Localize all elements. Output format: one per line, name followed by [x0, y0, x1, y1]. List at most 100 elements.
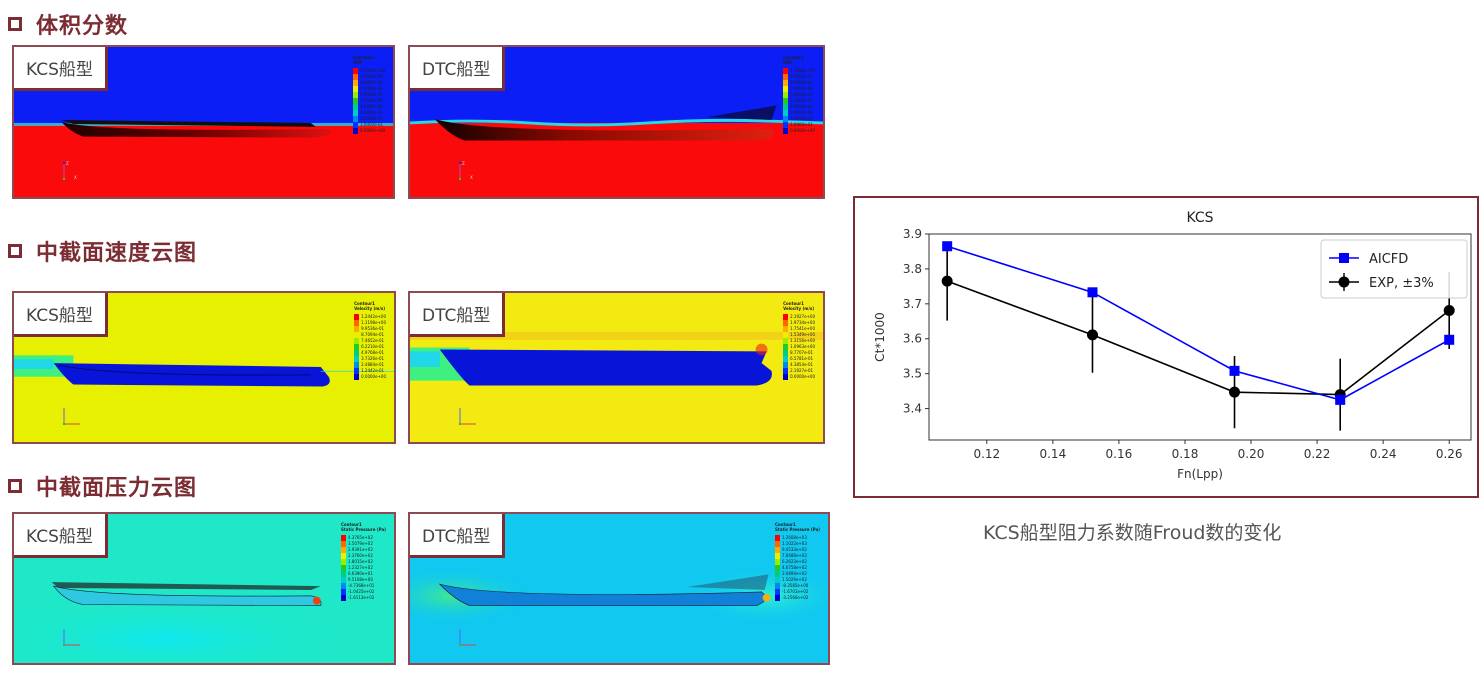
legend-tick: 2.9391e+02	[347, 547, 373, 552]
legend-tick: 8.7707e-01	[790, 350, 814, 355]
data-point-square	[942, 241, 953, 252]
legend-tick: 1.5349e+00	[790, 332, 815, 337]
legend-tick: 1.0000e+00	[360, 68, 385, 73]
legend-variable: VOF	[353, 60, 363, 65]
coordinate-axes-icon	[459, 629, 476, 646]
x-tick-label: 0.24	[1370, 447, 1397, 461]
legend-variable: VOF	[783, 60, 793, 65]
legend-tick: -1.6701e+02	[781, 589, 809, 594]
panel-label: DTC船型	[410, 293, 506, 337]
legend-title: Contour1	[783, 301, 804, 306]
y-axis-label: Ct*1000	[873, 312, 887, 362]
chart-legend	[1320, 239, 1468, 299]
data-point-square	[1087, 287, 1098, 298]
coordinate-axes-icon: ZX	[459, 161, 473, 180]
legend-variable: Static Pressure (Pa)	[774, 527, 820, 532]
data-point-circle	[1443, 304, 1455, 316]
color-legend: Contour1 Velocity (m/s) 1.2442e+00 1.119…	[354, 301, 386, 380]
legend-tick: 1.9734e+00	[790, 320, 815, 325]
legend-tick: 2.1927e+00	[790, 314, 815, 319]
legend-tick: 7.4652e-01	[361, 338, 385, 343]
legend-tick: 3.5079e+02	[347, 541, 373, 546]
legend-tick: -8.3585e+00	[781, 583, 809, 588]
legend-tick: 8.0000e-01	[790, 80, 814, 85]
x-axis-label: Fn(Lpp)	[1177, 467, 1223, 481]
legend-tick: 2.1927e-01	[790, 368, 814, 373]
color-legend: Contour1 Static Pressure (Pa) 4.3765e+02…	[340, 522, 386, 601]
plot-area	[928, 233, 1472, 441]
section-title-vof: 体积分数	[8, 8, 128, 40]
color-legend: Contour1 Velocity (m/s) 2.1927e+00 1.973…	[783, 301, 815, 380]
square-bullet-icon	[8, 479, 22, 493]
legend-tick: 0.0000e+00	[360, 128, 385, 133]
legend-tick: 7.8488e+02	[781, 553, 807, 558]
data-point-circle	[941, 275, 953, 287]
chart-caption: KCS船型阻力系数随Froud数的变化	[983, 522, 1282, 544]
velocity-kcs-field	[14, 355, 394, 387]
legend-tick: 1.2327e+02	[347, 565, 373, 570]
data-point-circle	[1086, 329, 1098, 341]
legend-tick: 1.1198e+00	[361, 320, 386, 325]
legend-tick: 7.0000e-01	[790, 86, 814, 91]
legend-tick: 6.2623e+02	[781, 559, 807, 564]
color-legend: Contour1 Static Pressure (Pa) 1.2608e+03…	[774, 522, 820, 601]
section-title-text: 体积分数	[36, 14, 129, 39]
legend-ticks: 2.1927e+00 1.9734e+00 1.7541e+00 1.5349e…	[790, 314, 815, 380]
legend-colorbar	[783, 314, 789, 380]
coordinate-axes-icon	[63, 408, 80, 425]
legend-tick: 5.0000e-01	[360, 98, 384, 103]
legend-tick: 2.0000e-01	[360, 116, 384, 121]
legend-label: AICFD	[1369, 252, 1408, 267]
legend-colorbar	[774, 535, 780, 601]
legend-title: Contour1	[340, 522, 362, 527]
svg-text:Z: Z	[462, 161, 465, 166]
legend-tick: 5.0000e-01	[790, 98, 814, 103]
legend-tick: 0.0000e+00	[361, 374, 386, 379]
panel-label: KCS船型	[14, 514, 108, 558]
legend-tick: -1.0425e+02	[347, 589, 375, 594]
legend-variable: Static Pressure (Pa)	[340, 527, 386, 532]
y-tick-label: 3.6	[903, 332, 922, 346]
legend-variable: Velocity (m/s)	[354, 306, 386, 311]
legend-tick: 1.2442e+00	[361, 314, 386, 319]
legend-variable: Velocity (m/s)	[783, 306, 815, 311]
legend-tick: 1.2608e+03	[781, 535, 807, 540]
legend-tick: 1.0000e-01	[360, 122, 384, 127]
x-tick-label: 0.16	[1106, 447, 1133, 461]
chart-frame: KCS 0.12 0.14 0.16 0.18 0.20 0.22 0.24 0.26 3.4 3.…	[853, 196, 1479, 498]
velocity-dtc-field	[410, 331, 823, 386]
legend-tick: 1.2442e-01	[361, 368, 385, 373]
legend-tick: 1.8015e+02	[347, 559, 373, 564]
legend-tick: 9.0000e-01	[360, 74, 384, 79]
square-bullet-icon	[8, 244, 22, 258]
legend-tick: 7.0000e-01	[360, 86, 384, 91]
legend-tick: 3.7326e-01	[361, 356, 385, 361]
legend-tick: 3.0000e-01	[790, 110, 814, 115]
legend-title: Contour1	[783, 55, 804, 60]
legend-tick: 8.7094e-01	[361, 332, 385, 337]
legend-tick: 4.0000e-01	[790, 104, 814, 109]
legend-tick: -3.2566e+02	[781, 595, 809, 600]
section-title-velocity: 中截面速度云图	[8, 235, 197, 267]
legend-tick: 9.9536e-01	[361, 326, 385, 331]
chart-title: KCS	[1186, 210, 1213, 226]
panel-velocity-dtc: DTC船型 Contour1 Velocity (m/s) 2.1927e+00…	[408, 291, 825, 444]
legend-tick: 3.0894e+02	[781, 571, 807, 576]
legend-colorbar	[783, 68, 789, 134]
legend-tick: 1.5029e+02	[781, 577, 807, 582]
coordinate-axes-icon	[459, 408, 476, 425]
x-tick-label: 0.20	[1238, 447, 1265, 461]
legend-colorbar	[353, 68, 359, 134]
y-tick-label: 3.7	[903, 297, 922, 311]
x-tick-label: 0.22	[1304, 447, 1331, 461]
legend-colorbar	[340, 535, 346, 601]
legend-tick: 1.0963e+00	[790, 344, 815, 349]
legend-tick: 6.2210e-01	[361, 344, 385, 349]
panel-velocity-kcs: KCS船型 Contour1 Velocity (m/s) 1.2442e+00…	[12, 291, 396, 444]
coordinate-axes-icon: ZX	[63, 161, 77, 180]
y-tick-label: 3.5	[903, 367, 922, 381]
data-point-square	[1335, 394, 1346, 405]
legend-tick: 4.9768e-01	[361, 350, 385, 355]
legend-ticks: 1.0000e+00 9.0000e-01 8.0000e-01 7.0000e…	[360, 68, 385, 134]
svg-text:X: X	[470, 175, 473, 180]
